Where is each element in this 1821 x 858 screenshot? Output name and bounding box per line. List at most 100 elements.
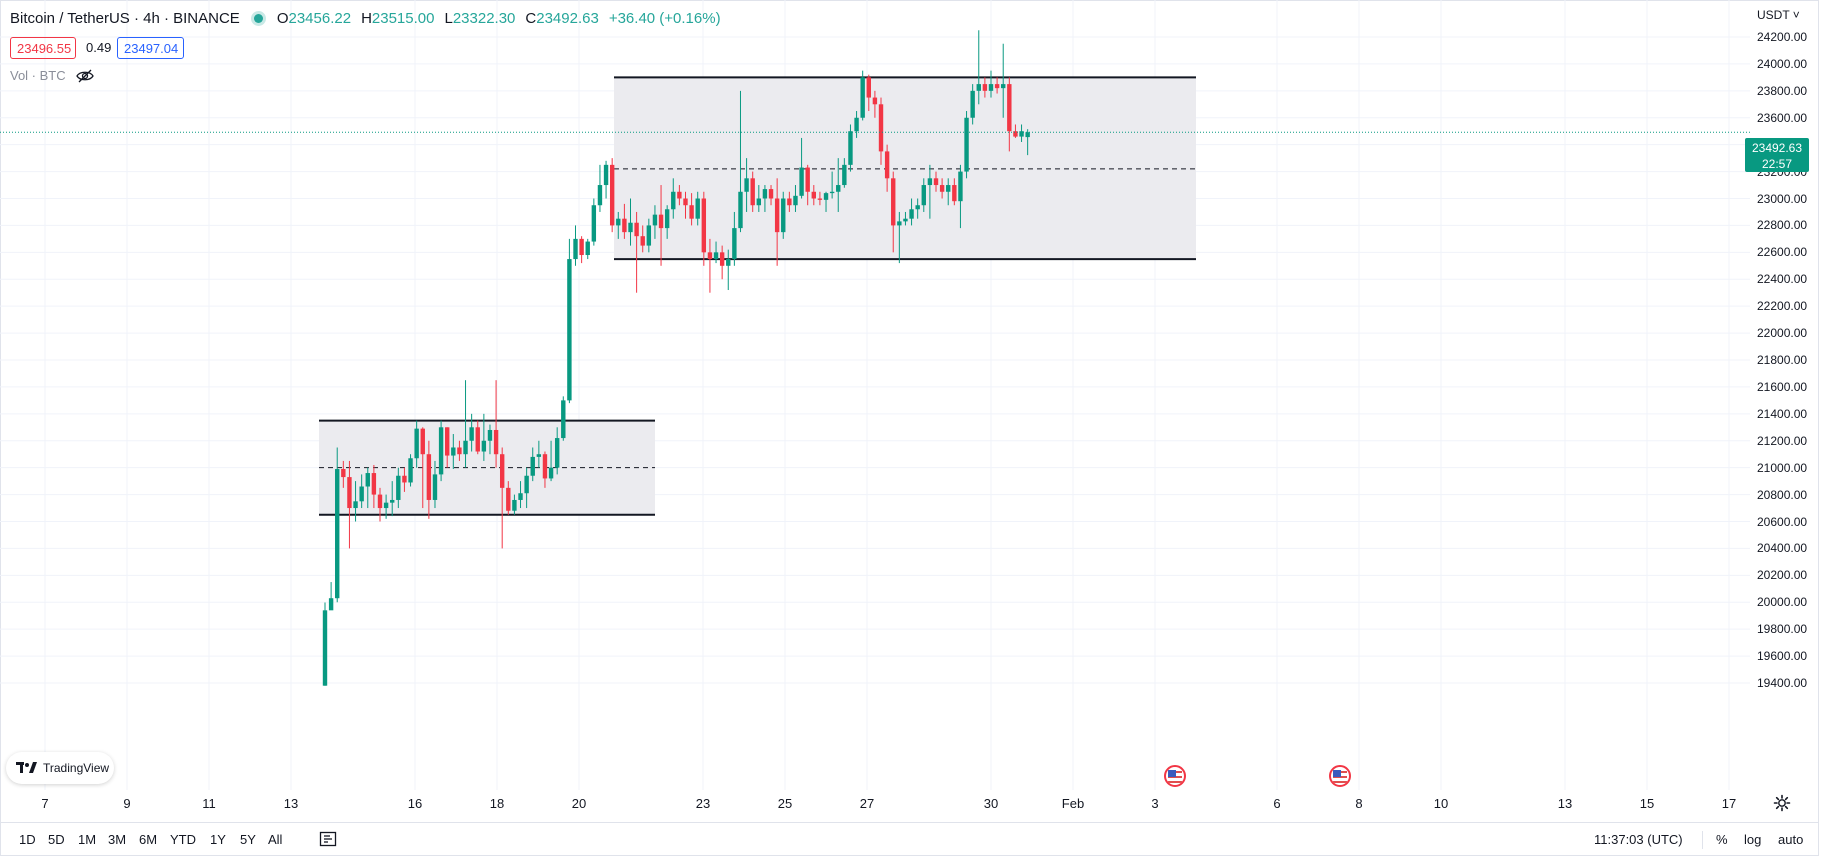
candle-body [781, 198, 786, 233]
candle-body [884, 151, 890, 179]
currency-selector[interactable]: USDT ˅ [1757, 8, 1800, 22]
candle-body [872, 97, 878, 105]
candle-body [622, 218, 627, 233]
candle-body [878, 104, 884, 152]
low-key: L [444, 10, 453, 27]
candle [903, 211, 908, 226]
candle [671, 178, 676, 219]
candle [836, 158, 841, 212]
candle-body [952, 185, 957, 202]
volume-indicator[interactable]: Vol · BTC [10, 68, 94, 83]
candle [744, 158, 749, 212]
settings-icon[interactable] [1773, 794, 1791, 812]
candle [506, 481, 511, 515]
candle [616, 211, 621, 239]
candle [732, 211, 737, 266]
tradingview-logo-text: TradingView [43, 761, 110, 775]
candle-body [506, 487, 511, 511]
candle-body [457, 447, 462, 455]
candle-body [793, 195, 798, 206]
range-1y-button[interactable]: 1Y [210, 832, 226, 847]
candle [970, 84, 975, 125]
price-tick-label: 19400.00 [1757, 676, 1808, 690]
candle-body [390, 499, 395, 503]
candle [603, 160, 609, 199]
time-tick-label: 30 [983, 796, 999, 811]
eye-slash-icon[interactable] [75, 69, 94, 83]
range-ytd-button[interactable]: YTD [170, 832, 196, 847]
range-5d-button[interactable]: 5D [48, 832, 65, 847]
candle-body [689, 205, 694, 219]
candle [1007, 77, 1012, 152]
price-tick-label: 23000.00 [1757, 191, 1808, 206]
candle [842, 158, 847, 188]
price-tick-label: 21400.00 [1757, 406, 1808, 421]
candle [567, 238, 572, 404]
price-tick-label: 20400.00 [1757, 541, 1808, 556]
candle [909, 198, 914, 226]
candle-body [897, 221, 902, 226]
candle [707, 238, 713, 293]
candle-body [988, 84, 994, 91]
log-scale-toggle[interactable]: log [1744, 832, 1762, 847]
percent-scale-toggle[interactable]: % [1716, 832, 1728, 847]
candle-body [383, 502, 389, 509]
compare-icon[interactable] [319, 831, 337, 847]
candle-body [579, 238, 584, 256]
candle [487, 424, 493, 455]
candle-body [848, 131, 853, 165]
candle [341, 460, 346, 488]
tradingview-logo[interactable]: TradingView [6, 752, 114, 784]
range-all-button[interactable]: All [268, 832, 283, 847]
candle [390, 481, 395, 517]
candle-body [573, 238, 578, 260]
time-tick-label: 27 [859, 796, 875, 811]
candle [371, 464, 377, 509]
utc-clock[interactable]: 11:37:03 (UTC) [1594, 832, 1683, 847]
candle-body [982, 84, 988, 91]
candle [377, 487, 383, 522]
buy-price-button[interactable]: 23497.04 [117, 37, 184, 59]
candle-body [548, 467, 554, 479]
candle-body [744, 178, 749, 192]
candle [750, 171, 755, 212]
candle [921, 178, 926, 212]
range-3m-button[interactable]: 3M [108, 832, 127, 847]
us-flag-icon[interactable] [1164, 765, 1186, 787]
candle-body [1025, 132, 1030, 138]
candle-body [554, 438, 560, 468]
candle [359, 474, 364, 509]
range-5y-button[interactable]: 5Y [240, 832, 256, 847]
high-value: 23515.00 [371, 10, 435, 27]
candle [548, 440, 554, 482]
candle [823, 191, 829, 212]
candle [445, 427, 450, 468]
price-tick-label: 22600.00 [1757, 245, 1808, 260]
auto-scale-toggle[interactable]: auto [1778, 832, 1804, 847]
candle-body [921, 185, 926, 206]
symbol-title[interactable]: Bitcoin / TetherUS · 4h · BINANCE [10, 10, 240, 27]
candle-body [799, 167, 804, 196]
range-6m-button[interactable]: 6M [139, 832, 158, 847]
candle [701, 191, 707, 266]
candle-body [707, 252, 713, 260]
candle-body [365, 473, 370, 487]
us-flag-icon[interactable] [1329, 765, 1351, 787]
candle-body [658, 214, 664, 229]
candle [787, 191, 792, 212]
candle-body [1019, 131, 1024, 137]
range-1d-button[interactable]: 1D [19, 832, 36, 847]
range-1m-button[interactable]: 1M [78, 832, 97, 847]
sell-price-button[interactable]: 23496.55 [10, 37, 76, 59]
candle-body [377, 494, 383, 509]
candle [383, 494, 389, 519]
range-boxes[interactable] [319, 76, 1196, 516]
candle-body [487, 429, 493, 441]
candle [689, 193, 694, 226]
candle-body [866, 77, 871, 98]
candle-body [946, 185, 951, 192]
price-chart[interactable] [0, 0, 1750, 790]
candle-body [994, 84, 1000, 89]
candle [768, 185, 774, 206]
candle-body [603, 164, 609, 186]
